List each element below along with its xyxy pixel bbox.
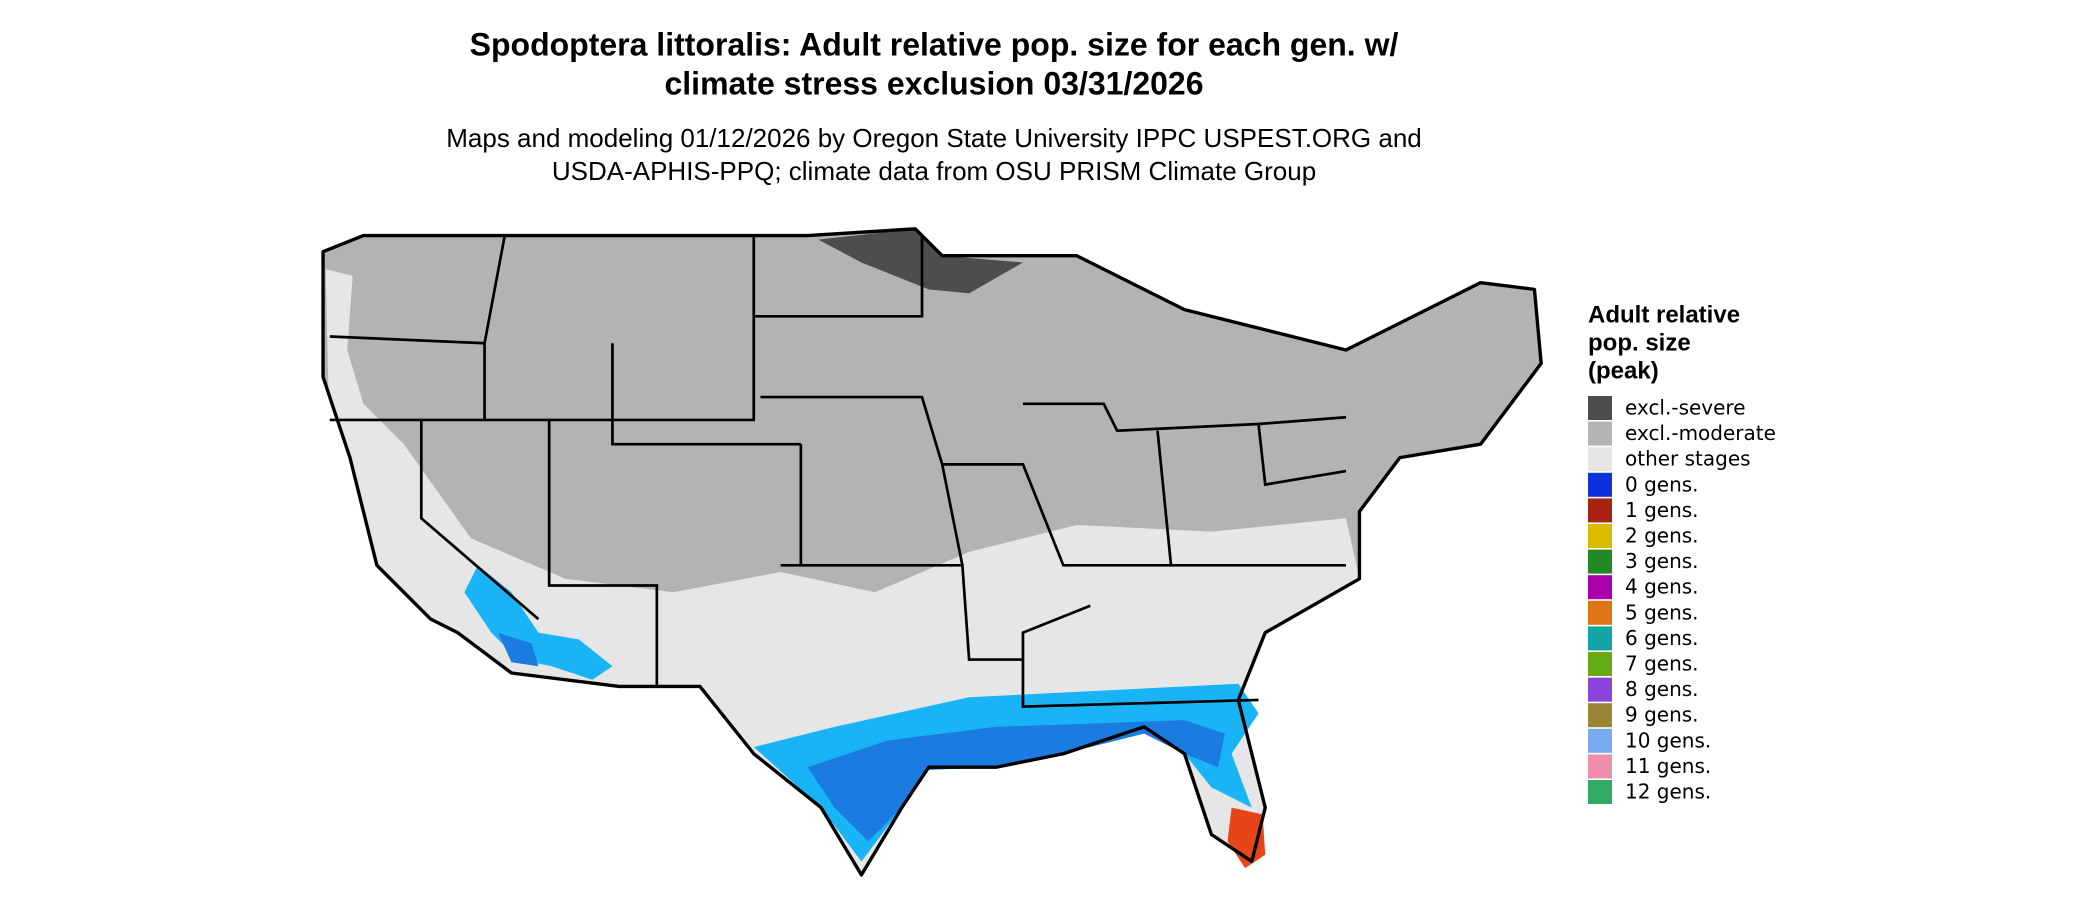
legend-title: Adult relative	[1588, 301, 1740, 328]
legend-swatch	[1588, 728, 1612, 753]
legend-label: 1 gens.	[1625, 498, 1699, 522]
legend-label: excl.-severe	[1625, 396, 1746, 420]
legend-title: pop. size	[1588, 329, 1691, 356]
legend-label: excl.-moderate	[1625, 421, 1776, 445]
legend-label: 0 gens.	[1625, 472, 1699, 496]
legend-swatch	[1588, 447, 1612, 472]
legend-swatch	[1588, 626, 1612, 651]
legend-label: other stages	[1625, 447, 1751, 471]
map-gens-band-deep	[807, 720, 1225, 842]
legend-label: 11 gens.	[1625, 754, 1711, 778]
legend-label: 10 gens.	[1625, 728, 1711, 752]
legend-title: (peak)	[1588, 357, 1659, 384]
legend-label: 8 gens.	[1625, 677, 1699, 701]
subtitle: Maps and modeling 01/12/2026 by Oregon S…	[446, 123, 1422, 153]
legend-label: 9 gens.	[1625, 703, 1699, 727]
legend-swatch	[1588, 498, 1612, 523]
legend-label: 4 gens.	[1625, 575, 1699, 599]
us-map	[321, 227, 1543, 877]
legend-label: 2 gens.	[1625, 524, 1699, 548]
legend-swatch	[1588, 472, 1612, 497]
legend-label: 6 gens.	[1625, 626, 1699, 650]
legend-swatch	[1588, 575, 1612, 600]
legend-swatch	[1588, 703, 1612, 728]
map-gens-west	[464, 565, 613, 680]
legend-swatch	[1588, 524, 1612, 548]
legend-swatch	[1588, 600, 1612, 625]
legend-label: 12 gens.	[1625, 780, 1711, 804]
legend-swatch	[1588, 549, 1612, 574]
legend-label: 5 gens.	[1625, 600, 1699, 624]
title: climate stress exclusion 03/31/2026	[664, 65, 1203, 101]
title: Spodoptera littoralis: Adult relative po…	[470, 26, 1399, 62]
legend-swatch	[1588, 780, 1612, 804]
map-outline	[321, 227, 1543, 877]
legend-swatch	[1588, 396, 1612, 420]
state-lines	[329, 235, 1347, 709]
legend-label: 3 gens.	[1625, 549, 1699, 573]
subtitle: USDA-APHIS-PPQ; climate data from OSU PR…	[552, 156, 1316, 186]
legend-swatch	[1588, 421, 1612, 446]
map-gens-west-deep	[498, 632, 539, 667]
legend-label: 7 gens.	[1625, 652, 1699, 676]
legend-swatch	[1588, 754, 1612, 779]
legend-swatch	[1588, 652, 1612, 676]
legend-swatch	[1588, 677, 1612, 702]
